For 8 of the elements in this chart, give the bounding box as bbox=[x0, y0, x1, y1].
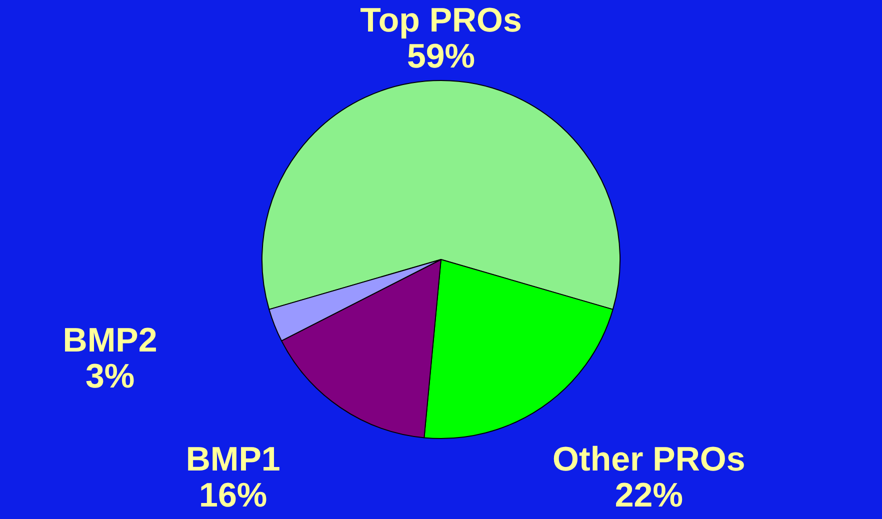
data-label: 16% bbox=[199, 476, 268, 514]
data-label: 3% bbox=[85, 358, 135, 396]
slice-label: Other PROs bbox=[552, 440, 746, 478]
data-label: 22% bbox=[614, 476, 683, 514]
slice-label: BMP2 bbox=[62, 322, 158, 360]
slice-label: Top PROs bbox=[360, 1, 522, 40]
slice-label: BMP1 bbox=[186, 440, 280, 478]
data-label: 59% bbox=[406, 37, 476, 76]
